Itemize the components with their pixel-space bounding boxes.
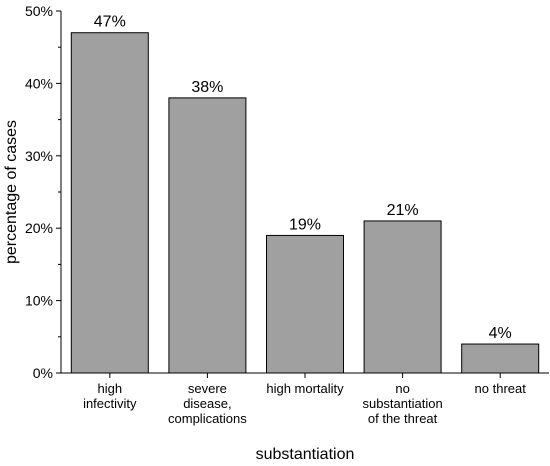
bar-data-label: 38% (191, 79, 223, 96)
data-labels: 47% 38% 19% 21% 4% (94, 14, 512, 342)
y-tick-label: 50% (25, 3, 53, 19)
y-tick-label: 20% (25, 220, 53, 236)
x-tick-label-line: infectivity (83, 396, 137, 411)
x-tick-label: no substantiation of the threat (362, 381, 442, 426)
y-tick-label: 40% (25, 75, 53, 91)
y-tick-label: 10% (25, 293, 53, 309)
x-tick-label-line: no (395, 381, 409, 396)
bar-data-label: 47% (94, 14, 126, 31)
bar-data-label: 21% (387, 202, 419, 219)
x-axis-title: substantiation (256, 446, 355, 463)
x-tick-label-line: complications (168, 411, 247, 426)
y-tick-label: 30% (25, 148, 53, 164)
bar-data-label: 4% (489, 325, 512, 342)
x-tick-label: no threat (475, 381, 527, 396)
y-axis-title: percentage of cases (3, 120, 20, 264)
bar (363, 220, 442, 374)
bar-data-label: 19% (289, 216, 321, 233)
x-tick-label-line: severe (188, 381, 227, 396)
x-tick-label-line: substantiation (362, 396, 442, 411)
bar (266, 234, 344, 374)
bar (70, 32, 149, 374)
x-tick-label-line: high (98, 381, 123, 396)
bar (168, 97, 247, 374)
y-tick-label: 0% (33, 365, 53, 381)
x-ticks: high infectivity severe disease, complicatio… (83, 373, 526, 426)
x-tick-label-line: disease, (183, 396, 231, 411)
x-tick-label-line: high mortality (266, 381, 344, 396)
x-tick-label: high mortality (266, 381, 344, 396)
x-tick-label: severe disease, complications (168, 381, 247, 426)
y-ticks: 0% 10% 20% 30% 40% 50% (25, 3, 61, 381)
x-tick-label-line: of the threat (368, 411, 438, 426)
bar (461, 343, 540, 374)
bars-layer (70, 32, 540, 374)
x-tick-label: high infectivity (83, 381, 137, 411)
x-tick-label-line: no threat (475, 381, 527, 396)
